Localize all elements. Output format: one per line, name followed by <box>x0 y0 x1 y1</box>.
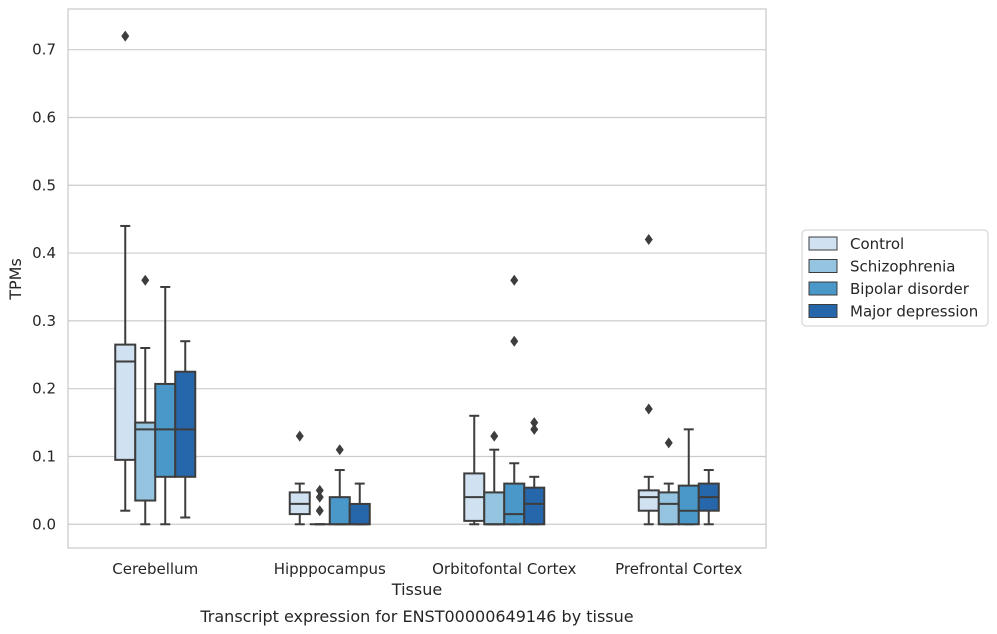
box <box>328 444 351 526</box>
y-tick-label: 0.1 <box>32 447 56 465</box>
box <box>134 274 157 526</box>
box <box>348 482 371 526</box>
outlier-point <box>315 484 324 496</box>
y-tick-label: 0.6 <box>32 108 56 126</box>
outlier-point <box>530 423 539 435</box>
outlier-point <box>141 274 150 286</box>
box-body <box>637 489 660 512</box>
box-body <box>483 491 506 526</box>
legend-label: Control <box>850 235 904 253</box>
outlier-point <box>335 444 344 456</box>
legend-label: Schizophrenia <box>850 258 955 276</box>
box <box>483 430 506 526</box>
box <box>114 30 137 512</box>
x-axis-ticks: Cerebellum Hipppocampus Orbitofontal Corte… <box>112 560 742 578</box>
outlier-point <box>295 430 304 442</box>
box-body <box>114 343 137 461</box>
y-tick-label: 0.0 <box>32 515 56 533</box>
x-tick-label: Hipppocampus <box>274 560 386 578</box>
box <box>288 430 311 526</box>
box-body <box>677 484 700 526</box>
box <box>463 414 486 526</box>
box-body <box>154 382 177 478</box>
outlier-point <box>530 417 539 429</box>
legend-swatch <box>808 281 838 296</box>
box <box>637 234 660 526</box>
y-tick-label: 0.4 <box>32 244 56 262</box>
y-tick-label: 0.7 <box>32 41 56 59</box>
box <box>154 285 177 526</box>
legend-frame <box>801 229 989 327</box>
outlier-point <box>644 403 653 415</box>
outlier-point <box>510 335 519 347</box>
box <box>523 417 546 526</box>
box <box>503 274 526 526</box>
chart-caption: Transcript expression for ENST0000064914… <box>199 607 633 626</box>
box-body <box>657 491 680 526</box>
outlier-point <box>490 430 499 442</box>
legend-swatch <box>808 259 838 273</box>
legend: Control Schizophrenia Bipolar disorder Majo… <box>801 229 989 327</box>
legend-label: Bipolar disorder <box>850 280 970 298</box>
legend-label: Major depression <box>850 303 978 321</box>
legend-swatch <box>808 304 838 318</box>
y-tick-label: 0.5 <box>32 176 56 194</box>
outlier-point <box>644 234 653 246</box>
y-axis-ticks: 0.0 0.1 0.2 0.3 0.4 0.5 0.6 0.7 <box>32 41 56 534</box>
outlier-point <box>315 491 324 503</box>
x-tick-label: Prefrontal Cortex <box>615 560 742 578</box>
y-axis-label: TPMs <box>6 258 25 301</box>
plot-frame <box>67 8 767 549</box>
box-body <box>328 496 351 526</box>
box-body <box>523 486 546 526</box>
box <box>309 484 330 526</box>
y-tick-label: 0.2 <box>32 380 56 398</box>
outlier-point <box>121 30 130 42</box>
box-series <box>114 30 720 526</box>
legend-swatch <box>808 236 838 251</box>
x-axis-label: Tissue <box>391 580 442 599</box>
box-body <box>134 421 157 502</box>
box <box>174 340 197 519</box>
x-tick-label: Cerebellum <box>112 560 198 578</box>
box-body <box>174 370 197 478</box>
x-tick-label: Orbitofontal Cortex <box>432 560 576 578</box>
box-body <box>348 502 371 526</box>
outlier-point <box>315 505 324 517</box>
box-body <box>503 482 526 526</box>
box <box>657 437 680 526</box>
outlier-point <box>664 437 673 449</box>
outlier-point <box>510 274 519 286</box>
y-tick-label: 0.3 <box>32 312 56 330</box>
box <box>697 469 720 526</box>
